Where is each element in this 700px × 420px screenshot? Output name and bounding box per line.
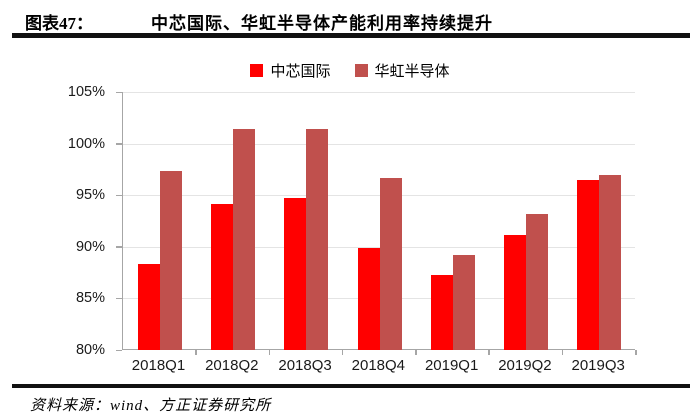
x-axis-tick-label-2019q2: 2019Q2 [498,357,552,374]
x-axis-tick [635,350,637,355]
legend-label-huahong: 华虹半导体 [374,63,450,80]
bar-chart-plot-area [116,91,637,355]
y-axis-tick [116,246,122,248]
y-axis-tick [116,349,122,351]
bar-smic-2019q1 [430,274,453,350]
bar-huahong-2019q1 [452,255,475,350]
figure-header: 图表47： 中芯国际、华虹半导体产能利用率持续提升 [25,9,685,34]
legend-item-huahong: 华虹半导体 [354,60,450,81]
y-axis-tick-label: 95% [75,187,105,204]
x-axis-tick [488,350,490,355]
x-axis-tick-label-2018q4: 2018Q4 [351,357,406,374]
header-divider-rule [12,33,690,38]
figure-title: 中芯国际、华虹半导体产能利用率持续提升 [151,14,493,33]
x-axis-tick [415,350,417,355]
gridline-90pct [123,246,635,248]
y-axis-tick [116,91,122,93]
x-axis-tick-label-2018q3: 2018Q3 [278,357,332,374]
y-axis-tick-label: 105% [67,84,105,100]
footer-divider-rule [12,384,690,388]
x-axis-tick-label-2018q1: 2018Q1 [131,357,186,374]
y-axis-tick [116,143,122,145]
bar-huahong-2019q3 [599,174,622,350]
y-axis-tick-label: 85% [75,290,105,307]
legend-label-smic: 中芯国际 [270,63,331,80]
gridline-105pct [123,92,635,93]
y-axis-tick-label: 100% [67,135,105,152]
x-axis-tick [561,350,564,355]
legend-swatch-smic-icon [250,63,264,77]
bar-huahong-2018q4 [379,177,402,350]
bar-smic-2018q4 [357,247,380,350]
x-axis-tick [341,350,344,355]
x-axis-tick-label-2019q3: 2019Q3 [571,357,625,374]
y-axis-tick [116,194,122,197]
x-axis-tick [268,350,271,355]
gridline-95pct [123,195,635,197]
chart-legend: 中芯国际 华虹半导体 [0,60,700,80]
legend-swatch-huahong-icon [354,63,368,77]
bar-huahong-2018q2 [232,129,255,350]
y-axis-tick-label: 90% [75,238,105,255]
bar-smic-2019q3 [577,179,600,350]
bar-huahong-2018q1 [159,171,182,350]
x-axis-tick-label-2018q2: 2018Q2 [205,357,259,374]
legend-item-smic: 中芯国际 [250,60,331,81]
bar-smic-2018q1 [137,264,160,350]
y-axis-tick-label: 80% [75,342,105,358]
bar-huahong-2018q3 [306,129,329,350]
figure-number-label: 图表47： [25,14,93,33]
y-axis-tick [116,297,122,300]
bar-smic-2019q2 [504,235,527,350]
bar-smic-2018q3 [284,198,307,350]
gridline-100pct [123,143,635,145]
bar-huahong-2019q2 [526,213,549,350]
data-source-note: 资料来源：wind、方正证券研究所 [30,398,272,414]
x-axis-tick [195,350,197,355]
x-axis-tick-label-2019q1: 2019Q1 [424,357,479,374]
bar-smic-2018q2 [210,204,233,350]
